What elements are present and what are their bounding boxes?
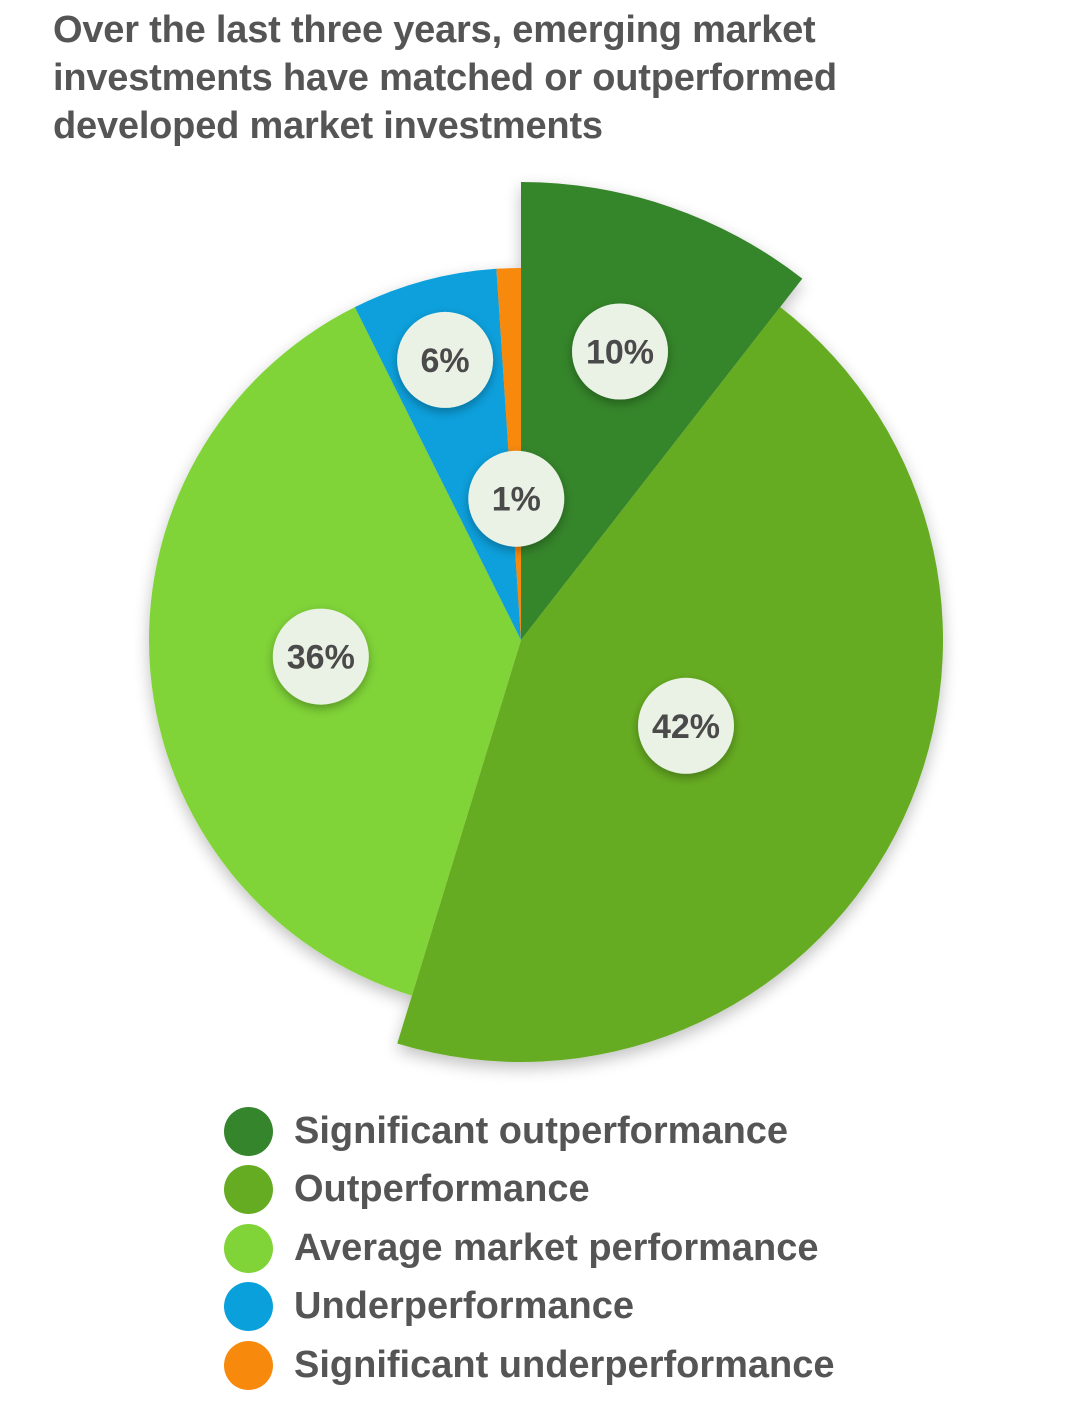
data-label-text: 1% xyxy=(492,481,541,519)
data-label-bubble xyxy=(638,677,734,774)
legend-swatch xyxy=(224,1165,273,1215)
data-label-bubble xyxy=(468,450,565,547)
legend-swatch xyxy=(224,1282,273,1332)
pie-slice-significant-outperformance xyxy=(521,182,803,640)
legend-label: Average market performance xyxy=(294,1226,819,1269)
data-label-significant-underperformance: 1% xyxy=(468,450,565,547)
legend-item-average-market-performance: Average market performance xyxy=(224,1219,835,1278)
data-label-bubble xyxy=(272,608,369,705)
data-label-bubble xyxy=(397,311,494,408)
legend-label: Outperformance xyxy=(294,1168,590,1211)
legend-item-significant-outperformance: Significant outperformance xyxy=(224,1102,835,1161)
legend-label: Underperformance xyxy=(294,1285,634,1328)
data-label-text: 6% xyxy=(421,342,470,380)
chart-legend: Significant outperformance Outperformance… xyxy=(224,1102,835,1395)
legend-item-significant-underperformance: Significant underperformance xyxy=(224,1336,835,1395)
legend-item-underperformance: Underperformance xyxy=(224,1278,835,1337)
data-label-average-market-performance: 36% xyxy=(272,608,369,705)
data-label-text: 36% xyxy=(287,639,355,677)
legend-label: Significant underperformance xyxy=(294,1343,835,1386)
legend-swatch xyxy=(224,1106,273,1156)
data-label-text: 10% xyxy=(586,334,654,372)
data-label-significant-outperformance: 10% xyxy=(572,303,668,400)
data-label-underperformance: 6% xyxy=(397,311,494,408)
legend-swatch xyxy=(224,1223,273,1273)
legend-label: Significant outperformance xyxy=(294,1109,789,1152)
pie-slices xyxy=(148,182,944,1063)
legend-swatch xyxy=(224,1340,273,1390)
pie-data-labels: 10% 42% 36% 6% 1% xyxy=(272,303,734,774)
data-label-text: 42% xyxy=(652,708,720,746)
chart-title: Over the last three years, emerging mark… xyxy=(53,9,837,147)
legend-item-outperformance: Outperformance xyxy=(224,1161,835,1220)
data-label-outperformance: 42% xyxy=(638,677,734,774)
data-label-bubble xyxy=(572,303,668,400)
